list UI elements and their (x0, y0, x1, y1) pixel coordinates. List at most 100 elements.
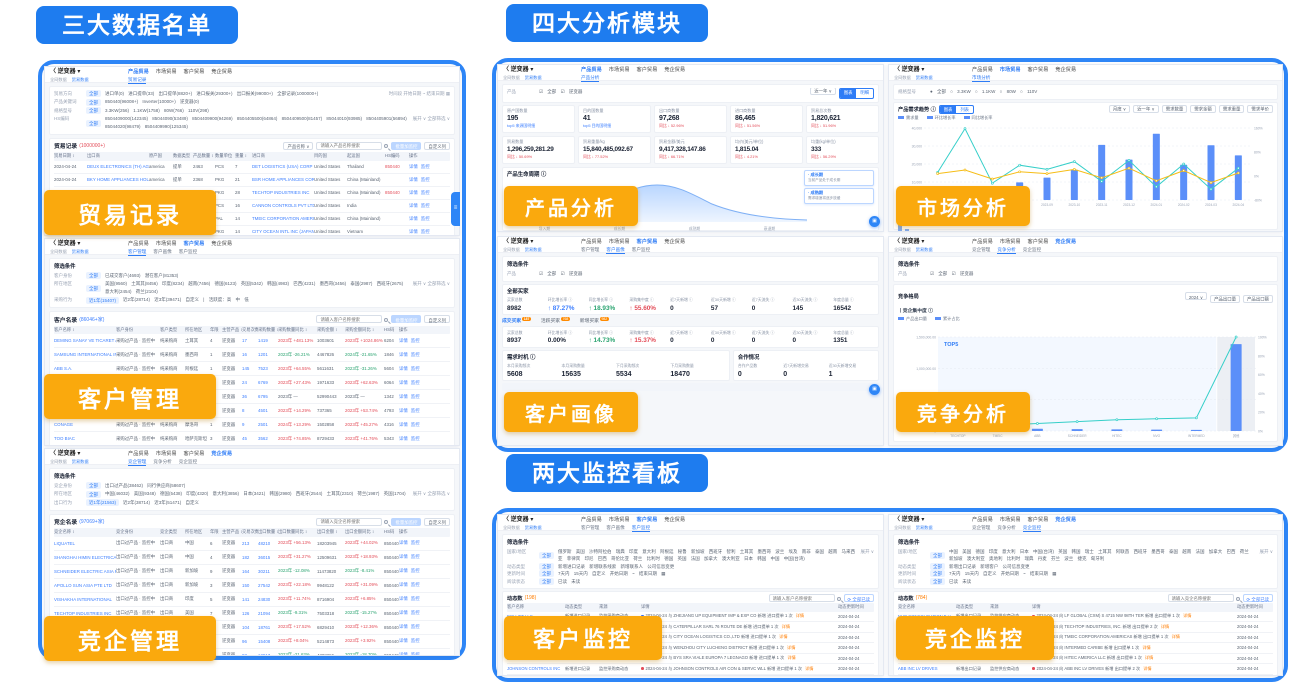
nav-tab[interactable]: 产品贸易 (581, 517, 602, 523)
column-header[interactable]: 采购数量 ↕ (258, 326, 278, 332)
sub-tab[interactable]: 产品分析 (581, 75, 600, 82)
search-icon[interactable] (384, 520, 389, 524)
table-row[interactable]: 2024-04-24 BKY HOME APPLIANCES HOLDING a… (54, 174, 450, 187)
cell-times[interactable]: 141 (242, 596, 250, 602)
sub-tab[interactable]: 竞企监控 (178, 459, 198, 464)
cell-actions[interactable]: 详情 监控 (399, 540, 420, 545)
scope-toggle[interactable]: 全网数据 (894, 525, 911, 530)
detail-link[interactable]: 详情 (779, 634, 788, 640)
scope-toggle[interactable]: 全网数据 (503, 247, 520, 252)
table-row[interactable]: TOO BIAC 采购过产品 · 监控中 纯采购商 哈萨克斯坦 3 逆变器 45… (54, 432, 450, 445)
nav-tab[interactable]: 市场贸易 (999, 67, 1021, 73)
nav-tab[interactable]: 市场贸易 (155, 69, 177, 75)
filter-all-chip[interactable]: 全部 (930, 551, 945, 559)
sub-tab[interactable]: 竞争分析 (997, 247, 1016, 254)
search-icon[interactable] (384, 144, 389, 148)
nav-tab[interactable]: 竞企贸易 (664, 517, 686, 523)
filter-options[interactable]: 已成交客户(4693) 潜在客户(81353) (105, 272, 179, 278)
cell-actions[interactable]: 详情 监控 (399, 351, 420, 357)
filter-all-chip[interactable]: 全部 (539, 577, 554, 585)
filter-all-chip[interactable]: 全部 (539, 562, 554, 570)
cell-actions[interactable]: 详情 监控 (399, 624, 420, 629)
product-query-selector[interactable]: 〈 逆变器 ▾ (50, 69, 81, 75)
nav-tab[interactable]: 产品贸易 (128, 451, 149, 457)
column-header[interactable]: 采购数量同比 ↕ (278, 326, 308, 332)
nav-tab[interactable]: 产品贸易 (972, 517, 993, 523)
filter-extra[interactable]: 展开 ∨ (1259, 548, 1273, 554)
nav-tab[interactable]: 产品贸易 (581, 67, 602, 73)
scope-toggle[interactable]: 全网数据 (503, 525, 520, 530)
batch-monitor-button[interactable]: 批量加监控 (391, 517, 422, 526)
cell-name[interactable]: VISHAKHA INTERNATIONAL (54, 596, 112, 602)
cell-name[interactable]: ABB S.A. (54, 366, 73, 371)
cell-qty[interactable]: 21094 (258, 610, 271, 616)
search-input[interactable] (768, 594, 835, 602)
buyer-segment-tab[interactable]: 成交买家 187 (502, 317, 531, 324)
column-header[interactable]: 数量单位 (215, 153, 233, 159)
detail-link[interactable]: 详情 (1171, 634, 1180, 640)
sub-tab[interactable]: 竞企监控 (1022, 525, 1042, 532)
sub-tab[interactable]: 客户监控 (178, 249, 198, 254)
cell-actions[interactable]: 详情 监控 (399, 554, 420, 559)
cell-actions[interactable]: 详情 监控 (399, 379, 420, 385)
search-input[interactable] (1167, 594, 1234, 602)
cell-qty[interactable]: 1419 (258, 338, 268, 343)
cell-name[interactable]: TOO BIAC (54, 436, 75, 441)
metric-button[interactable]: 产品出口额 (1243, 294, 1273, 303)
cell-times[interactable]: 36 (242, 394, 247, 399)
product-filter-checkboxes[interactable]: ☑ 全部 ☑ 逆变器 (539, 88, 583, 94)
nav-tab[interactable]: 产品贸易 (972, 67, 993, 73)
detail-link[interactable]: 详情 (787, 644, 796, 650)
scope-toggle[interactable]: 贸易数据 (71, 77, 89, 82)
sub-tab[interactable]: 客户监控 (631, 525, 651, 532)
detail-link[interactable]: 详情 (781, 623, 791, 629)
cell-qty[interactable]: 1201 (258, 352, 268, 357)
cell-actions[interactable]: 详情 监控 (399, 610, 420, 615)
column-header[interactable]: 目的国 (314, 153, 327, 159)
cell-qty[interactable]: 18761 (258, 624, 271, 630)
cell-actions[interactable]: 详情 监控 (399, 337, 420, 343)
column-header[interactable]: 重量 ↕ (235, 153, 247, 159)
search-input[interactable] (316, 517, 383, 526)
scope-toggle[interactable]: 全网数据 (503, 75, 520, 80)
filter-all-chip[interactable]: 全部 (86, 90, 101, 98)
sub-tab[interactable]: 客户管理 (581, 247, 600, 252)
nav-tab[interactable]: 市场贸易 (155, 451, 177, 457)
detail-link[interactable]: 详情 (1183, 613, 1192, 619)
cell-exporter[interactable]: BKY HOME APPLIANCES HOLDING (87, 177, 149, 182)
cell-actions[interactable]: 详情 监控 (409, 228, 430, 234)
column-header[interactable]: 交易次数 ↕ (242, 326, 258, 332)
cell-actions[interactable]: 详情 监控 (399, 652, 420, 656)
table-row[interactable]: SCHNEIDER ELECTRIC ASIA PAC 出口过产品 · 监控中 … (54, 565, 450, 579)
column-header[interactable]: 竞企类型 (160, 529, 178, 535)
filter-all-chip[interactable]: 全部 (86, 482, 101, 490)
column-header[interactable]: 采购金额同比 ↕ (345, 326, 375, 332)
table-row[interactable]: TECHTOP INDUSTRIES INC 出口过产品 · 监控中 出口商 美… (54, 607, 450, 621)
scope-toggle[interactable]: 贸易数据 (524, 525, 542, 530)
product-query-selector[interactable]: 〈 逆变器 ▾ (503, 67, 534, 73)
cell-times[interactable]: 104 (242, 624, 250, 630)
filter-all-chip[interactable]: 全部 (86, 98, 101, 106)
customize-columns-button[interactable]: 自定义列 (424, 141, 450, 150)
cell-actions[interactable]: 详情 监控 (399, 393, 420, 399)
filter-all-chip[interactable]: 全部 (539, 570, 554, 578)
chart-view-toggle[interactable]: 图表 列表 (938, 105, 974, 114)
nav-tab[interactable]: 客户贸易 (183, 451, 205, 457)
filter-options[interactable]: 美国(9560) 土耳其(8456) 印度(8234) 越南(7456) 德国(… (105, 281, 404, 294)
column-header[interactable]: 数据类型 (173, 153, 191, 159)
filter-all-chip[interactable]: 全部 (86, 272, 101, 280)
nav-tab[interactable]: 客户贸易 (183, 241, 205, 247)
cell-qty[interactable]: 12917 (258, 652, 271, 656)
batch-monitor-button[interactable]: 批量加监控 (391, 141, 422, 150)
cell-qty[interactable]: 15408 (258, 638, 271, 644)
column-header[interactable]: 主营产品 ↕ (222, 326, 242, 332)
product-query-selector[interactable]: 〈 逆变器 ▾ (50, 451, 81, 457)
nav-tab[interactable]: 竞企贸易 (211, 69, 233, 75)
scope-toggle[interactable]: 全网数据 (50, 249, 67, 254)
column-header[interactable]: 贸易日期 ↕ (54, 153, 75, 159)
nav-tab[interactable]: 客户贸易 (1027, 517, 1049, 523)
scope-toggle[interactable]: 全网数据 (50, 77, 67, 82)
table-row[interactable]: APOLLO SUN ASIA PTE LTD 出口过产品 · 监控中 出口商 … (54, 579, 450, 593)
filter-options[interactable]: 近2年(28714) 近3年(39471) 自定义 | 活跃度：高 中 低 (123, 297, 249, 302)
cell-times[interactable]: 83 (242, 652, 247, 656)
